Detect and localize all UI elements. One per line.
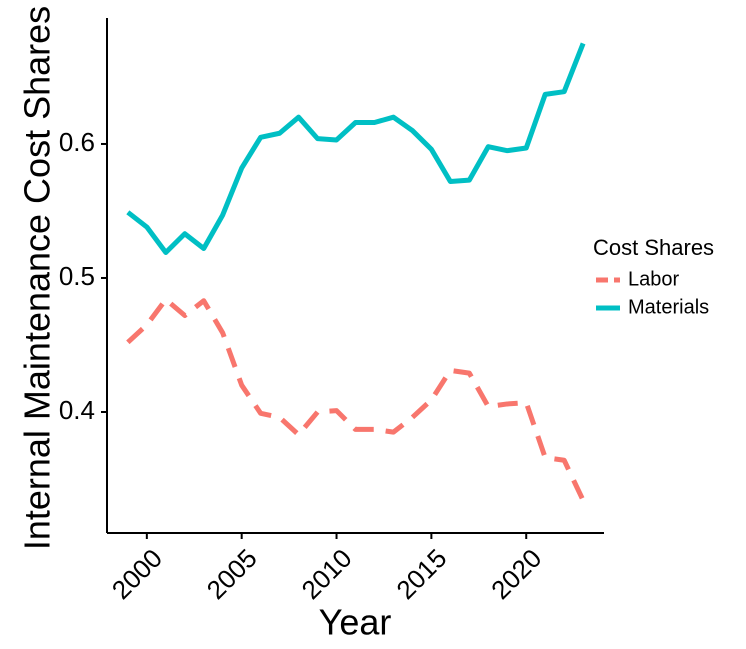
y-axis-label: Internal Maintenance Cost Shares (17, 6, 58, 550)
legend-label: Materials (628, 296, 709, 318)
x-tick-label: 2000 (106, 543, 168, 605)
x-tick-label: 2015 (390, 543, 452, 605)
x-tick-label: 2005 (201, 543, 263, 605)
y-tick-label: 0.5 (59, 261, 95, 291)
x-tick-label: 2010 (296, 543, 358, 605)
legend-title: Cost Shares (593, 235, 714, 260)
x-axis-label: Year (319, 602, 392, 643)
x-tick-label: 2020 (485, 543, 547, 605)
y-tick-label: 0.4 (59, 395, 95, 425)
legend-label: Labor (628, 268, 679, 290)
series-line (126, 42, 586, 256)
y-tick-label: 0.6 (59, 127, 95, 157)
series-line (126, 296, 586, 502)
